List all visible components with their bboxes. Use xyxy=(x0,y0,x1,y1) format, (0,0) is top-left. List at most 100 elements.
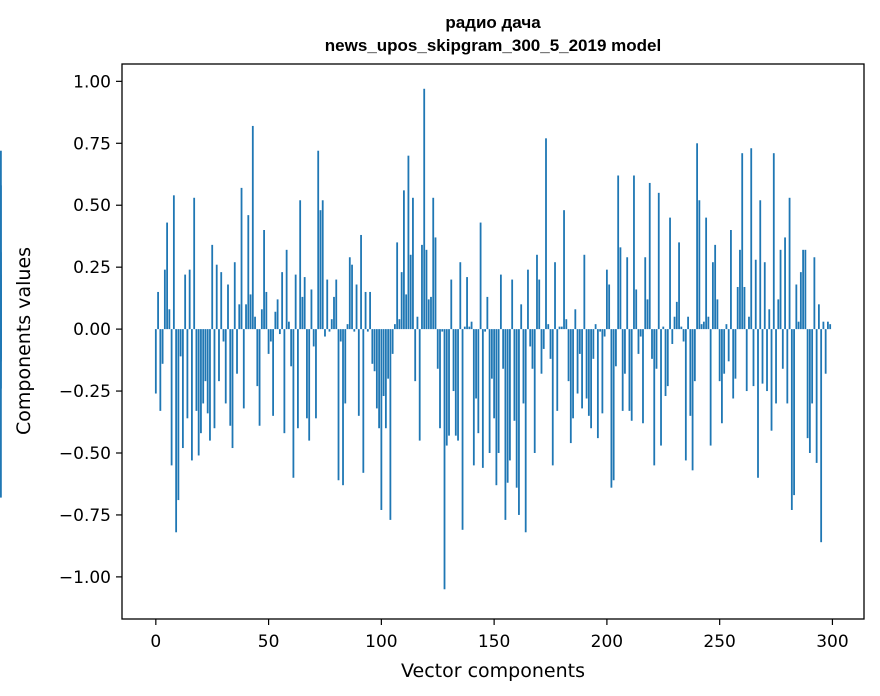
bar-component-242 xyxy=(700,324,703,330)
bar-component-227 xyxy=(666,329,669,387)
bar-component-212 xyxy=(633,175,635,330)
bar-component-75 xyxy=(324,329,326,337)
bar-component-127 xyxy=(441,329,444,332)
bar-component-250 xyxy=(718,329,721,382)
bar-component-261 xyxy=(743,286,746,330)
bar-component-220 xyxy=(651,329,653,359)
bar-component-30 xyxy=(222,329,225,342)
bar-component-226 xyxy=(664,329,667,397)
bar-component-137 xyxy=(463,326,466,330)
bar-component-225 xyxy=(662,326,665,330)
bar-component-39 xyxy=(242,329,245,409)
bar-component-54 xyxy=(276,299,279,330)
bar-component-295 xyxy=(820,329,823,543)
bar-component-260 xyxy=(741,153,744,330)
bar-component-15 xyxy=(188,269,191,330)
bar-component-25 xyxy=(211,244,214,330)
bar-component-277 xyxy=(779,249,782,330)
bar-component-122 xyxy=(430,296,432,330)
bar-component-192 xyxy=(587,329,590,416)
x-tick-label: 100 xyxy=(365,632,397,652)
bar-component-70 xyxy=(312,329,315,347)
bar-component-257 xyxy=(734,329,737,379)
bar-component-9 xyxy=(175,329,178,533)
bar-component-231 xyxy=(675,301,678,330)
bar-component-157 xyxy=(509,329,511,461)
bar-component-274 xyxy=(772,153,775,330)
bar-component-27 xyxy=(215,264,218,330)
bar-component-0 xyxy=(154,329,157,394)
bar-component-142 xyxy=(475,329,477,399)
bar-component-48 xyxy=(263,230,265,330)
bar-component-240 xyxy=(696,143,698,330)
bar-component-42 xyxy=(249,294,252,330)
bar-component-undefined xyxy=(0,329,2,498)
bar-component-291 xyxy=(811,329,814,404)
bar-component-185 xyxy=(572,329,574,419)
y-tick-label: 0.25 xyxy=(73,258,111,278)
bar-component-6 xyxy=(168,309,171,330)
bar-component-267 xyxy=(757,329,759,478)
bar-component-255 xyxy=(730,230,732,330)
bar-component-50 xyxy=(267,329,270,354)
x-axis-ticks: 0 50 100 150 200 250 300 xyxy=(150,619,849,652)
bar-component-99 xyxy=(378,329,380,429)
bar-component-16 xyxy=(191,329,193,461)
bar-component-90 xyxy=(357,329,360,416)
bar-component-11 xyxy=(179,329,182,357)
bar-component-141 xyxy=(472,329,475,466)
bar-component-55 xyxy=(278,329,281,335)
bar-component-37 xyxy=(238,304,241,330)
bar-component-130 xyxy=(448,329,450,436)
bar-component-199 xyxy=(603,329,606,337)
bar-component-76 xyxy=(326,279,329,330)
bar-component-144 xyxy=(479,222,482,330)
bar-component-104 xyxy=(389,329,392,520)
bar-component-241 xyxy=(698,200,701,330)
bar-component-292 xyxy=(813,257,816,330)
bar-component-256 xyxy=(732,329,735,399)
bar-component-108 xyxy=(398,319,401,330)
bar-component-26 xyxy=(213,329,216,429)
bar-component-46 xyxy=(258,329,261,426)
y-tick-label: −0.50 xyxy=(59,444,111,464)
bar-component-12 xyxy=(181,329,184,449)
bar-component-145 xyxy=(481,329,484,468)
bar-component-156 xyxy=(506,329,509,483)
bar-component-258 xyxy=(736,286,739,330)
bar-component-119 xyxy=(423,88,426,330)
bar-component-94 xyxy=(366,329,369,332)
bar-component-105 xyxy=(391,329,394,354)
bar-component-194 xyxy=(592,329,595,359)
bars-group xyxy=(0,88,832,590)
chart-title: радио дача xyxy=(445,13,541,32)
bar-component-232 xyxy=(678,242,680,330)
bar-component-197 xyxy=(599,329,602,332)
bar-component-221 xyxy=(653,329,656,466)
bar-component-84 xyxy=(344,329,347,404)
bar-component-228 xyxy=(669,217,671,330)
bar-component-139 xyxy=(468,326,471,330)
bar-component-71 xyxy=(315,329,317,419)
bar-component-133 xyxy=(454,329,457,436)
bar-component-116 xyxy=(416,316,419,330)
bar-component-205 xyxy=(617,175,620,330)
bar-component-158 xyxy=(511,279,514,330)
bar-component-269 xyxy=(761,329,764,384)
bar-component-101 xyxy=(382,329,385,397)
bar-component-176 xyxy=(551,329,554,466)
bar-component-167 xyxy=(531,329,534,369)
bar-component-188 xyxy=(578,329,581,354)
bar-component-146 xyxy=(484,329,486,332)
bar-component-14 xyxy=(186,329,189,419)
bar-component-20 xyxy=(200,329,202,434)
bar-component-209 xyxy=(626,257,629,330)
bar-component-286 xyxy=(799,272,802,330)
bar-component-52 xyxy=(272,329,274,416)
bar-component-298 xyxy=(827,321,829,330)
bar-component-19 xyxy=(197,329,200,456)
bar-component-82 xyxy=(339,329,342,342)
bar-component-151 xyxy=(495,329,498,486)
y-tick-label: −0.25 xyxy=(59,382,111,402)
bar-component-153 xyxy=(499,274,502,330)
